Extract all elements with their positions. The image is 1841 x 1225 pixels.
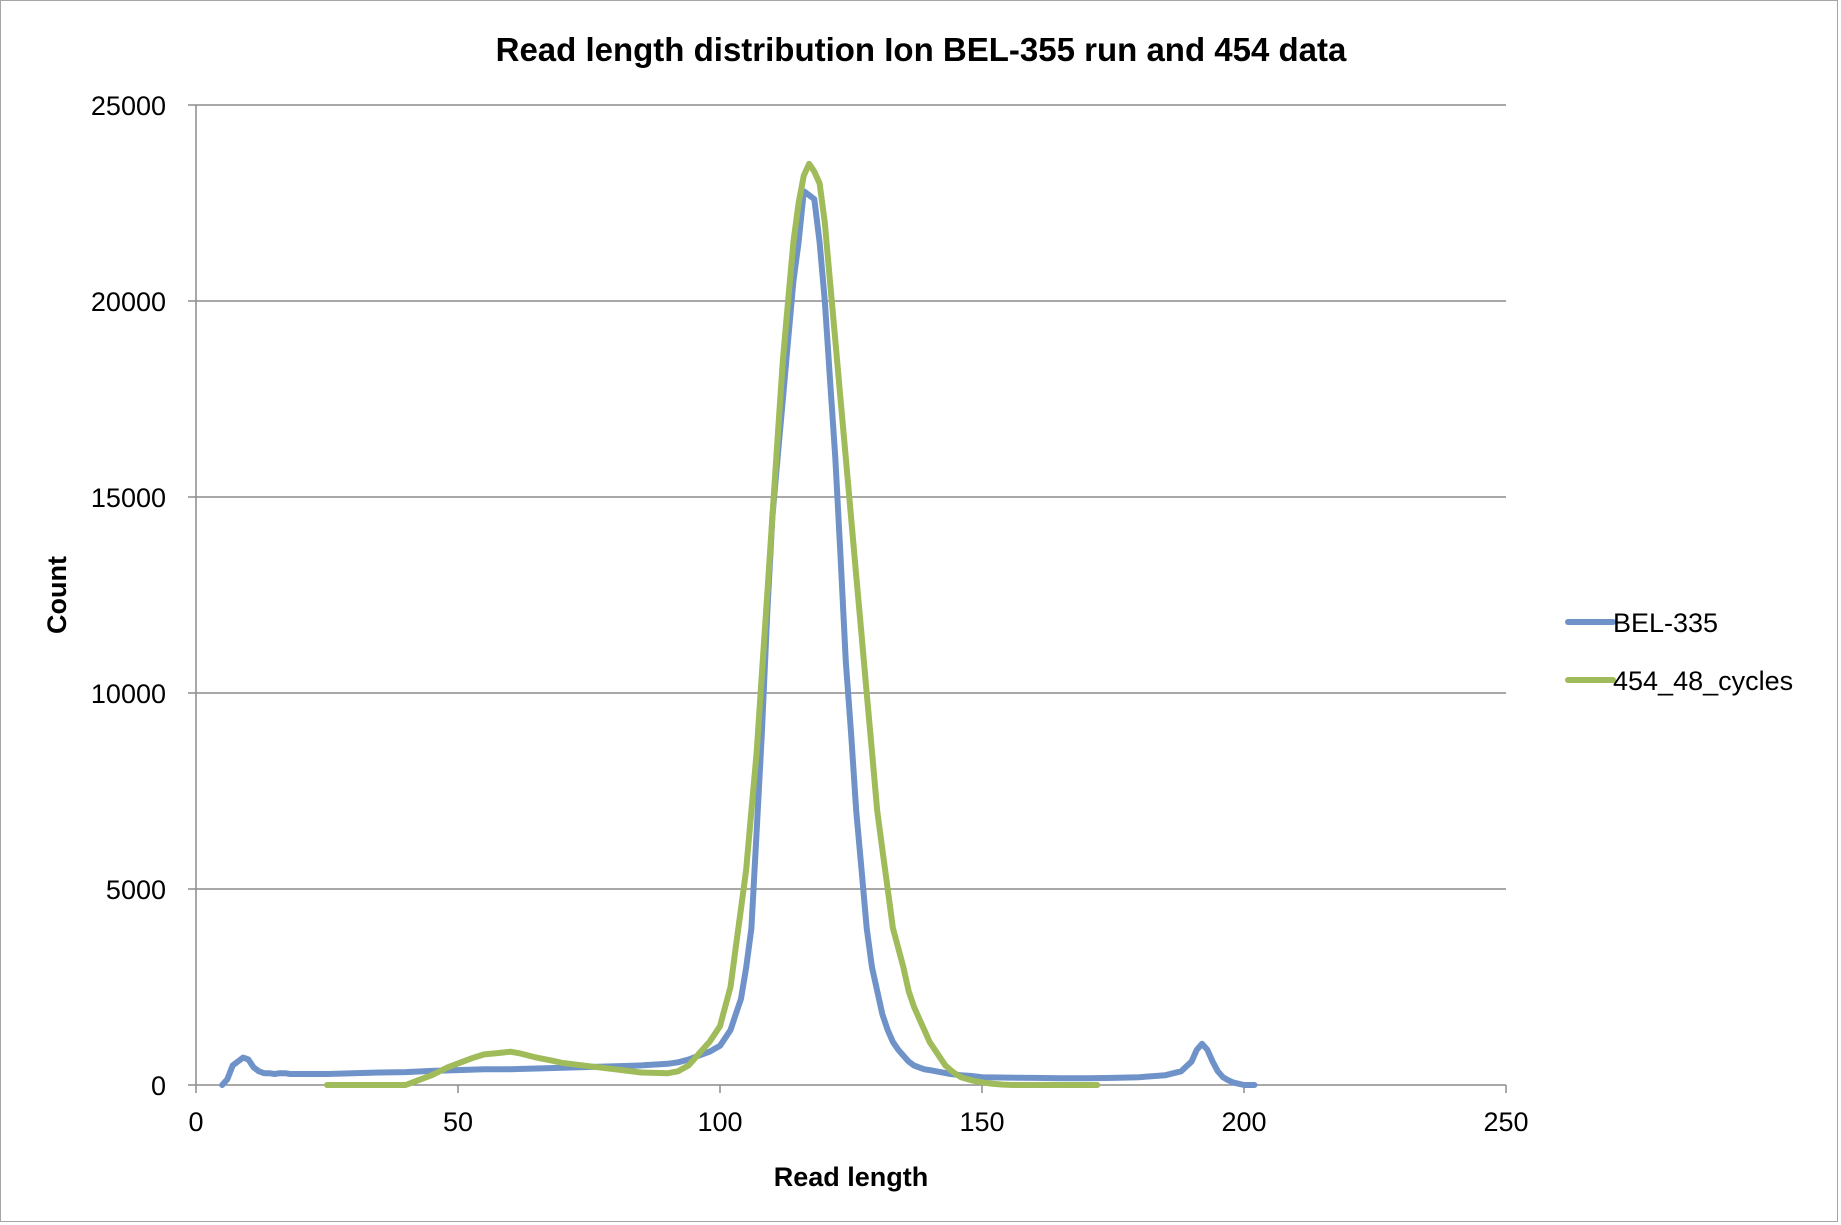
series-lines: [219, 160, 1258, 1088]
x-tick-labels: 0 50 100 150 200 250: [188, 1085, 1529, 1137]
y-tick-label: 20000: [91, 287, 166, 317]
x-tick-label: 50: [443, 1107, 473, 1137]
x-tick-label: 0: [188, 1107, 203, 1137]
y-tick-label: 25000: [91, 91, 166, 121]
y-axis-title: Count: [42, 556, 72, 634]
chart-title: Read length distribution Ion BEL-355 run…: [496, 31, 1347, 68]
axes: [195, 105, 1506, 1086]
x-tick-label: 250: [1483, 1107, 1528, 1137]
y-tick-label: 0: [151, 1071, 166, 1101]
legend-label: BEL-335: [1613, 608, 1718, 638]
x-axis-title: Read length: [774, 1162, 929, 1192]
x-tick-label: 200: [1221, 1107, 1266, 1137]
series-line-454-48-cycles: [324, 160, 1101, 1088]
x-tick-label: 150: [959, 1107, 1004, 1137]
series-line-bel-335: [219, 188, 1258, 1088]
legend-label: 454_48_cycles: [1613, 666, 1793, 696]
x-tick-label: 100: [697, 1107, 742, 1137]
y-tick-labels: 0 5000 10000 15000 20000 25000: [91, 91, 196, 1101]
y-tick-label: 5000: [106, 875, 166, 905]
legend: BEL-335 454_48_cycles: [1565, 608, 1793, 696]
y-tick-label: 10000: [91, 679, 166, 709]
y-tick-label: 15000: [91, 483, 166, 513]
